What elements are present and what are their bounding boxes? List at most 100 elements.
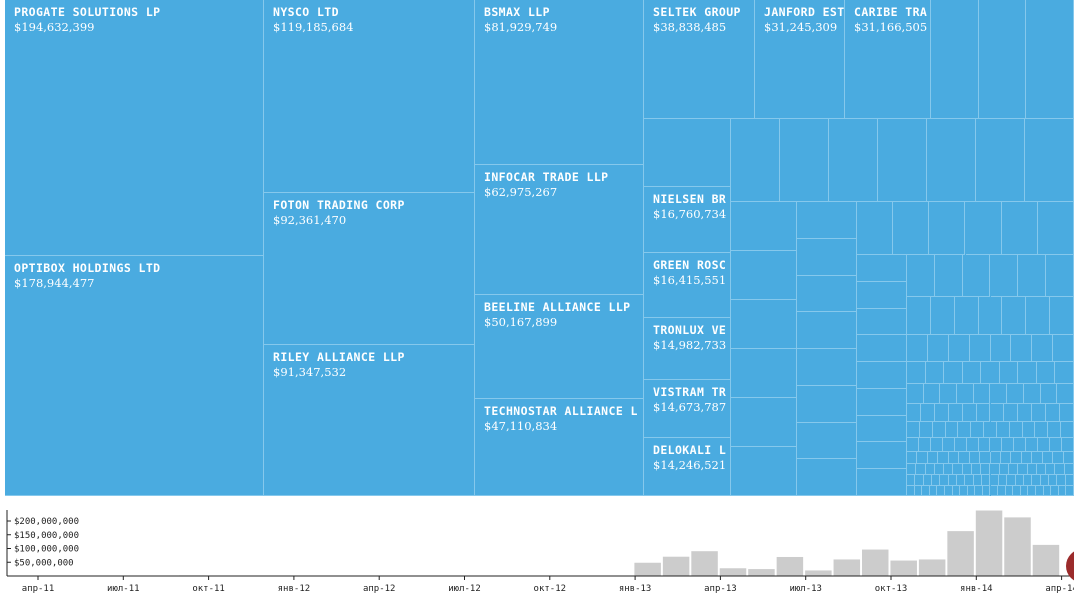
treemap-tile-small[interactable] bbox=[934, 464, 945, 475]
treemap-tile-small[interactable] bbox=[932, 475, 941, 486]
treemap-tile-small[interactable] bbox=[918, 438, 931, 452]
treemap-tile-small[interactable] bbox=[857, 308, 907, 336]
treemap-tile-small[interactable] bbox=[959, 452, 970, 464]
treemap-tile-small[interactable] bbox=[931, 0, 979, 119]
treemap-tile-small[interactable] bbox=[644, 119, 731, 187]
treemap-tile[interactable]: TECHNOSTAR ALLIANCE L $47,110,834 bbox=[475, 399, 644, 496]
treemap-tile-small[interactable] bbox=[1048, 475, 1058, 486]
treemap-tile-small[interactable] bbox=[907, 335, 928, 362]
treemap-tile-small[interactable] bbox=[969, 452, 981, 464]
treemap-tile-small[interactable] bbox=[930, 297, 955, 335]
treemap-tile-small[interactable] bbox=[731, 300, 797, 349]
treemap-tile-small[interactable] bbox=[1018, 404, 1033, 422]
treemap-tile-small[interactable] bbox=[1007, 475, 1016, 486]
treemap-tile-small[interactable] bbox=[990, 452, 1001, 464]
treemap-tile-small[interactable] bbox=[907, 464, 917, 475]
treemap-tile-small[interactable] bbox=[878, 119, 927, 202]
treemap-tile-small[interactable] bbox=[1007, 384, 1024, 404]
treemap-tile-small[interactable] bbox=[954, 438, 967, 452]
treemap-tile-small[interactable] bbox=[1038, 438, 1051, 452]
treemap-tile-small[interactable] bbox=[1055, 464, 1065, 475]
treemap-tile-small[interactable] bbox=[1065, 475, 1074, 486]
treemap-tile-small[interactable] bbox=[954, 297, 979, 335]
treemap-tile-small[interactable] bbox=[998, 475, 1008, 486]
treemap-tile-small[interactable] bbox=[923, 475, 933, 486]
treemap-tile-small[interactable] bbox=[857, 388, 907, 416]
treemap-tile-small[interactable] bbox=[1026, 297, 1051, 335]
treemap-tile-small[interactable] bbox=[1057, 384, 1074, 404]
treemap-tile[interactable]: VISTRAM TR $14,673,787 bbox=[644, 380, 731, 438]
treemap-tile-small[interactable] bbox=[925, 464, 935, 475]
treemap-tile-small[interactable] bbox=[907, 384, 924, 404]
treemap-tile-small[interactable] bbox=[797, 202, 857, 239]
treemap-tile-small[interactable] bbox=[797, 422, 857, 460]
treemap-tile-small[interactable] bbox=[1040, 475, 1049, 486]
treemap-tile-small[interactable] bbox=[925, 362, 945, 384]
treemap-tile-small[interactable] bbox=[998, 486, 1006, 496]
treemap-tile-small[interactable] bbox=[929, 486, 938, 496]
treemap-tile-small[interactable] bbox=[914, 486, 923, 496]
treemap-tile-small[interactable] bbox=[1063, 452, 1074, 464]
treemap-tile-small[interactable] bbox=[944, 362, 963, 384]
treemap-tile-small[interactable] bbox=[920, 404, 935, 422]
treemap-tile-small[interactable] bbox=[857, 415, 907, 443]
treemap-tile-small[interactable] bbox=[1026, 438, 1039, 452]
treemap-tile-small[interactable] bbox=[907, 404, 921, 422]
treemap-tile-small[interactable] bbox=[940, 475, 949, 486]
histogram-bar[interactable] bbox=[889, 559, 918, 577]
treemap-tile-small[interactable] bbox=[915, 475, 924, 486]
treemap-tile-small[interactable] bbox=[990, 335, 1012, 362]
histogram-bar[interactable] bbox=[633, 561, 662, 577]
treemap-tile-small[interactable] bbox=[797, 312, 857, 349]
treemap-tile-small[interactable] bbox=[969, 335, 991, 362]
treemap-tile-small[interactable] bbox=[907, 255, 935, 297]
treemap-tile-small[interactable] bbox=[948, 452, 960, 464]
treemap-tile-small[interactable] bbox=[907, 475, 916, 486]
treemap-tile-small[interactable] bbox=[1027, 464, 1037, 475]
treemap-tile-small[interactable] bbox=[1004, 404, 1019, 422]
treemap-tile-small[interactable] bbox=[907, 452, 918, 464]
treemap-tile-small[interactable] bbox=[1018, 362, 1037, 384]
treemap-tile-small[interactable] bbox=[975, 486, 983, 496]
scroll-handle[interactable] bbox=[1066, 549, 1074, 583]
treemap-tile-small[interactable] bbox=[1046, 255, 1074, 297]
treemap-tile-small[interactable] bbox=[1053, 452, 1064, 464]
treemap-tile-small[interactable] bbox=[930, 438, 943, 452]
treemap-tile-small[interactable] bbox=[957, 384, 974, 404]
treemap-tile-small[interactable] bbox=[1042, 452, 1054, 464]
treemap-tile-small[interactable] bbox=[1050, 438, 1063, 452]
treemap-tile-small[interactable] bbox=[1000, 452, 1012, 464]
treemap-tile-small[interactable] bbox=[990, 384, 1008, 404]
treemap-tile[interactable]: DELOKALI L $14,246,521 bbox=[644, 438, 731, 496]
treemap-tile-small[interactable] bbox=[731, 119, 780, 202]
treemap-tile-small[interactable] bbox=[1040, 384, 1058, 404]
treemap-tile-small[interactable] bbox=[999, 464, 1010, 475]
treemap-tile[interactable]: PROGATE SOLUTIONS LP $194,632,399 bbox=[5, 0, 264, 256]
treemap-tile-small[interactable] bbox=[971, 422, 985, 438]
treemap-tile-small[interactable] bbox=[942, 438, 955, 452]
treemap-tile-small[interactable] bbox=[731, 202, 797, 251]
histogram-bar[interactable] bbox=[1031, 543, 1061, 577]
treemap-tile-small[interactable] bbox=[938, 452, 949, 464]
treemap-tile-small[interactable] bbox=[927, 452, 939, 464]
treemap-tile-small[interactable] bbox=[971, 464, 982, 475]
histogram-bar[interactable] bbox=[974, 509, 1004, 577]
treemap-tile-small[interactable] bbox=[917, 452, 928, 464]
treemap-tile-small[interactable] bbox=[916, 464, 926, 475]
treemap-tile[interactable]: NIELSEN BR $16,760,734 bbox=[644, 187, 731, 253]
treemap-tile-small[interactable] bbox=[1036, 486, 1044, 496]
treemap-tile[interactable]: OPTIBOX HOLDINGS LTD $178,944,477 bbox=[5, 256, 264, 496]
treemap-tile-small[interactable] bbox=[981, 362, 1000, 384]
treemap-tile-small[interactable] bbox=[907, 486, 915, 496]
treemap-tile-small[interactable] bbox=[962, 464, 972, 475]
treemap-tile-small[interactable] bbox=[962, 255, 991, 297]
treemap-tile-small[interactable] bbox=[1002, 297, 1027, 335]
treemap-tile-small[interactable] bbox=[1032, 475, 1041, 486]
treemap-tile[interactable]: SELTEK GROUP $38,838,485 bbox=[644, 0, 755, 119]
histogram-bar[interactable] bbox=[861, 548, 890, 577]
treemap-tile-small[interactable] bbox=[1009, 422, 1023, 438]
treemap-tile[interactable]: TRONLUX VE $14,982,733 bbox=[644, 318, 731, 380]
treemap-tile-small[interactable] bbox=[1023, 384, 1041, 404]
treemap-tile[interactable]: INFOCAR TRADE LLP $62,975,267 bbox=[475, 165, 644, 295]
treemap-tile-small[interactable] bbox=[1066, 486, 1074, 496]
